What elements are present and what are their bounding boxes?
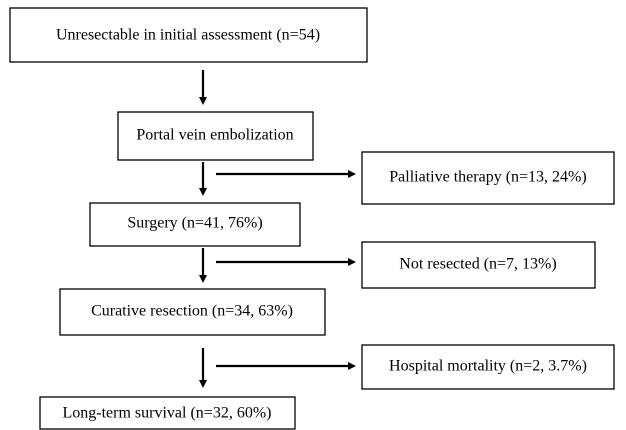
node-box [39,396,296,430]
node-label: Unresectable in initial assessment (n=54… [56,27,320,44]
node-label: Surgery (n=41, 76%) [127,215,262,232]
node-box [117,111,314,161]
node-box [361,344,615,390]
node-box [361,241,596,289]
node-box [89,202,301,247]
node-label: Long-term survival (n=32, 60%) [63,405,272,422]
node-label: Not resected (n=7, 13%) [399,256,556,273]
node-box [59,288,326,336]
node-label: Palliative therapy (n=13, 24%) [389,169,586,186]
node-box [9,7,368,63]
node-label: Curative resection (n=34, 63%) [91,303,293,320]
node-box [361,151,615,205]
node-label: Hospital mortality (n=2, 3.7%) [389,358,587,375]
node-label: Portal vein embolization [136,127,293,144]
